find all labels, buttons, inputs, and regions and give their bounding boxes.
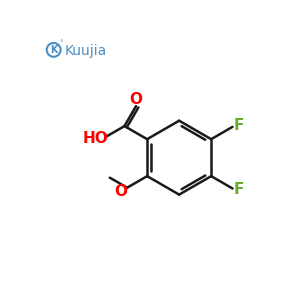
- Text: F: F: [233, 182, 244, 197]
- Text: K: K: [50, 45, 57, 55]
- Text: O: O: [130, 92, 142, 107]
- Text: O: O: [115, 184, 128, 199]
- Text: Kuujia: Kuujia: [64, 44, 107, 58]
- Text: F: F: [233, 118, 244, 133]
- Text: HO: HO: [82, 131, 108, 146]
- Text: °: °: [60, 41, 63, 47]
